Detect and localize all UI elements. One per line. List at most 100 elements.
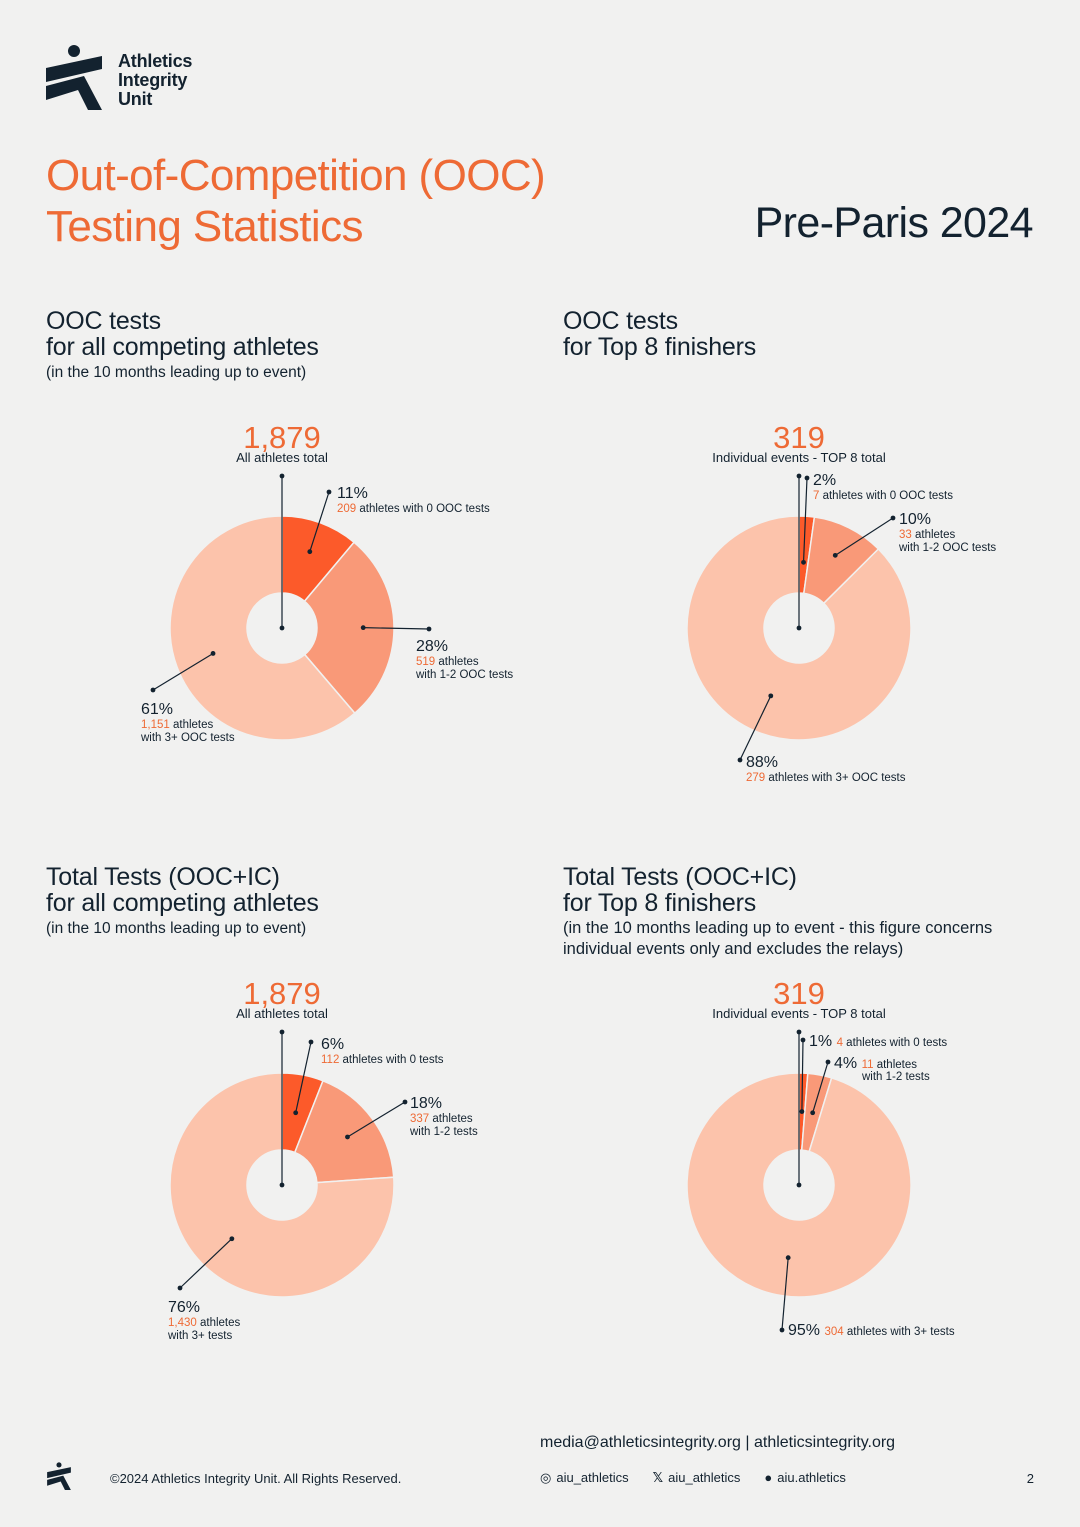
chart-heading: Total Tests (OOC+IC) for all competing a…	[46, 864, 319, 939]
segment-leader-line	[363, 627, 430, 630]
chart-note: (in the 10 months leading up to event)	[46, 920, 307, 937]
page-number: 2	[1026, 1471, 1034, 1486]
chart-panel-ooc-all: OOC tests for all competing athletes (in…	[46, 308, 546, 808]
segment-description-2: with 1-2 OOC tests	[415, 669, 513, 681]
segment-label-line: 337 athletes	[410, 1113, 473, 1125]
segment-count: 1,430	[168, 1317, 200, 1329]
segment-percent: 28%	[416, 638, 448, 655]
segment-leader-line	[309, 491, 330, 552]
donut-segment-2	[686, 515, 912, 741]
facebook-link[interactable]: ● aiu.athletics	[764, 1470, 846, 1486]
segment-label-line: 519 athletes	[416, 656, 479, 668]
leader-dot	[890, 515, 896, 521]
segment-percent: 2%	[813, 472, 836, 489]
event-title: Pre-Paris 2024	[754, 199, 1034, 247]
segment-description: athletes	[200, 1317, 241, 1329]
total-label: All athletes total	[236, 450, 328, 465]
leader-dot	[150, 687, 156, 693]
leader-dot	[307, 549, 313, 555]
segment-label: 11%209 athletes with 0 OOC tests	[337, 485, 490, 515]
footer-logo-icon	[47, 1462, 71, 1490]
segment-label: 88%279 athletes with 3+ OOC tests	[746, 754, 906, 784]
leader-dot	[402, 1099, 408, 1105]
leader-dot	[426, 626, 432, 632]
segment-label-line: 1,430 athletes	[168, 1317, 241, 1329]
segment-leader-line	[812, 1061, 829, 1113]
segment-percent: 61%	[141, 701, 173, 718]
segment-percent: 11%	[337, 485, 368, 502]
chart-panel-total-all: Total Tests (OOC+IC) for all competing a…	[46, 864, 546, 1364]
brand-line-2: Integrity	[118, 70, 188, 90]
x-icon: 𝕏	[652, 1470, 664, 1485]
segment-percent: 18%	[410, 1095, 442, 1112]
chart-panel-total-top8: Total Tests (OOC+IC) for Top 8 finishers…	[563, 864, 1063, 1364]
segment-label: 1% 4 athletes with 0 tests	[809, 1033, 947, 1050]
chart-heading-line-1: Total Tests (OOC+IC)	[563, 863, 797, 891]
total-value: 1,879	[243, 976, 321, 1011]
footer-contact[interactable]: media@athleticsintegrity.org | athletics…	[540, 1434, 896, 1451]
segment-label-line: 209 athletes with 0 OOC tests	[337, 503, 490, 515]
segment-description: athletes with 3+ OOC tests	[768, 772, 905, 784]
donut-segment-2	[169, 515, 356, 741]
segment-leader-line	[739, 695, 772, 761]
segment-percent: 10%	[899, 511, 931, 528]
leader-dot	[801, 559, 806, 565]
instagram-link[interactable]: ◎ aiu_athletics	[540, 1470, 629, 1486]
leader-dot	[832, 552, 838, 558]
total-label: Individual events - TOP 8 total	[712, 450, 886, 465]
donut-segment-2	[169, 1072, 395, 1298]
athlete-logo-icon	[46, 45, 102, 110]
instagram-icon: ◎	[540, 1470, 552, 1485]
segment-label-line: 1,151 athletes	[141, 719, 214, 731]
segment-label-line: 4% 11 athletes	[834, 1055, 917, 1072]
leader-dot	[737, 757, 743, 763]
leader-dot	[210, 651, 216, 656]
segment-description: athletes	[173, 719, 214, 731]
total-value: 1,879	[243, 420, 321, 455]
leader-dot	[326, 489, 332, 495]
chart-heading: OOC tests for all competing athletes (in…	[46, 308, 319, 383]
segment-percent: 95%	[788, 1322, 824, 1339]
chart-heading-line-2: for Top 8 finishers	[563, 889, 757, 917]
segment-description-2: with 1-2 tests	[861, 1071, 930, 1083]
leader-dot	[279, 1029, 285, 1035]
leader-dot	[308, 1039, 314, 1045]
leader-dot	[810, 1110, 816, 1116]
chart-heading: OOC tests for Top 8 finishers	[563, 308, 756, 360]
chart-heading-line-1: Total Tests (OOC+IC)	[46, 863, 280, 891]
chart-note: (in the 10 months leading up to event - …	[563, 919, 993, 958]
segment-percent: 4%	[834, 1055, 862, 1072]
leader-dot	[279, 473, 285, 479]
segment-count: 337	[410, 1113, 432, 1125]
leader-dot	[804, 475, 810, 481]
segment-count: 304	[824, 1326, 846, 1338]
segment-count: 1,151	[141, 719, 173, 731]
brand-logo: Athletics Integrity Unit	[44, 44, 192, 110]
segment-description: athletes	[438, 656, 479, 668]
segment-count: 519	[416, 656, 438, 668]
leader-dot	[779, 1327, 785, 1333]
segment-percent: 76%	[168, 1299, 200, 1316]
segment-label-line: 95% 304 athletes with 3+ tests	[788, 1322, 955, 1339]
leader-dot	[279, 1182, 285, 1188]
leader-dot	[796, 473, 802, 479]
segment-description-2: with 3+ tests	[167, 1330, 232, 1342]
segment-description: athletes	[915, 529, 956, 541]
segment-leader-line	[834, 517, 894, 556]
segment-description: athletes with 0 OOC tests	[359, 503, 490, 515]
leader-dot	[177, 1285, 183, 1291]
segment-description: athletes with 0 OOC tests	[823, 490, 954, 502]
segment-description-2: with 1-2 tests	[409, 1126, 478, 1138]
brand-line-1: Athletics	[118, 51, 193, 71]
leader-dot	[785, 1255, 791, 1261]
segment-leader-line	[802, 477, 808, 563]
segment-description-2: with 1-2 OOC tests	[898, 542, 996, 554]
instagram-handle: aiu_athletics	[556, 1470, 629, 1485]
page-title-line-2: Testing Statistics	[46, 202, 363, 251]
x-handle: aiu_athletics	[668, 1470, 741, 1485]
